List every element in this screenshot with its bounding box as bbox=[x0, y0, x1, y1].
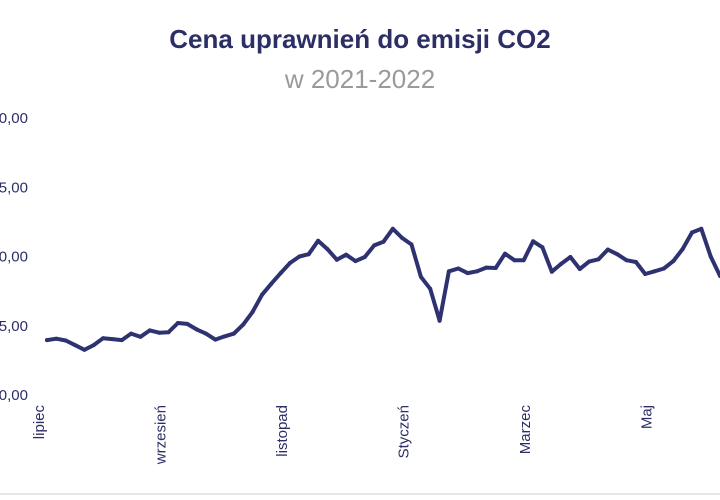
data-point bbox=[175, 321, 180, 325]
data-point bbox=[297, 254, 302, 259]
y-tick-label: 55,00 bbox=[0, 318, 28, 335]
data-point bbox=[446, 269, 451, 274]
data-point bbox=[231, 331, 236, 336]
data-point bbox=[241, 322, 246, 327]
data-point bbox=[213, 337, 218, 342]
y-tick-label: 70,00 bbox=[0, 249, 28, 266]
chart-subtitle: w 2021-2022 bbox=[284, 64, 435, 94]
data-point bbox=[147, 328, 152, 333]
data-point bbox=[456, 266, 461, 271]
data-point bbox=[306, 252, 311, 257]
data-point bbox=[633, 260, 638, 264]
data-point bbox=[465, 271, 470, 276]
data-point bbox=[372, 243, 377, 248]
data-point bbox=[409, 242, 414, 247]
data-point bbox=[493, 266, 498, 270]
data-point bbox=[353, 259, 358, 264]
y-tick-label: 40,00 bbox=[0, 387, 28, 404]
data-point bbox=[437, 318, 442, 323]
data-point bbox=[671, 259, 676, 264]
data-point bbox=[596, 257, 601, 262]
x-axis-ticks: lipiecwrzesieńlistopadStyczeńMarzecMajLi… bbox=[31, 405, 656, 466]
x-tick-label: wrzesień bbox=[153, 405, 170, 465]
data-point bbox=[166, 330, 171, 335]
data-point bbox=[381, 239, 386, 244]
data-point bbox=[119, 338, 124, 343]
data-point bbox=[624, 258, 629, 263]
data-point bbox=[661, 266, 666, 271]
data-point bbox=[400, 236, 405, 240]
data-point bbox=[250, 309, 255, 314]
data-point bbox=[344, 252, 349, 257]
data-point bbox=[531, 239, 536, 244]
data-point bbox=[129, 331, 134, 336]
data-point bbox=[587, 259, 592, 264]
data-point bbox=[316, 238, 321, 243]
data-point bbox=[362, 255, 367, 259]
data-point bbox=[615, 252, 620, 257]
data-point bbox=[418, 274, 423, 279]
data-point bbox=[157, 330, 162, 335]
x-tick-label: Marzec bbox=[517, 405, 534, 455]
data-point bbox=[690, 230, 694, 235]
data-point bbox=[194, 327, 199, 332]
data-point bbox=[101, 336, 106, 341]
x-tick-label: Maj bbox=[639, 405, 656, 429]
data-point bbox=[63, 338, 68, 343]
data-point bbox=[577, 267, 582, 271]
data-point bbox=[260, 292, 264, 297]
x-tick-label: lipiec bbox=[31, 405, 48, 440]
x-tick-label: Styczeń bbox=[396, 405, 413, 458]
chart-title: Cena uprawnień do emisji CO2 bbox=[169, 24, 550, 54]
data-point bbox=[334, 257, 339, 262]
data-point bbox=[203, 331, 208, 336]
data-point bbox=[390, 226, 395, 231]
data-point bbox=[428, 286, 433, 291]
data-point bbox=[475, 269, 479, 274]
y-axis-ticks: 100,00 85,00 70,00 55,00 40,00 bbox=[0, 110, 28, 404]
data-point bbox=[680, 247, 685, 252]
data-point bbox=[605, 247, 610, 252]
data-point bbox=[269, 281, 274, 286]
data-point bbox=[484, 265, 489, 270]
x-tick-label: listopad bbox=[274, 405, 291, 457]
data-point bbox=[512, 258, 517, 263]
data-point bbox=[325, 247, 330, 252]
data-point bbox=[288, 261, 292, 265]
data-point bbox=[708, 254, 713, 259]
data-point bbox=[82, 347, 87, 352]
data-point bbox=[138, 334, 143, 339]
data-point bbox=[503, 251, 507, 256]
y-tick-label: 85,00 bbox=[0, 179, 28, 196]
series-group bbox=[45, 226, 720, 352]
data-point bbox=[185, 321, 190, 326]
series-line bbox=[45, 226, 720, 352]
data-point bbox=[568, 255, 573, 259]
data-point bbox=[222, 334, 227, 339]
data-point bbox=[549, 269, 554, 274]
data-point bbox=[652, 269, 657, 274]
data-point bbox=[73, 343, 77, 348]
data-point bbox=[521, 258, 526, 263]
data-point bbox=[110, 337, 115, 342]
data-point bbox=[540, 245, 545, 250]
data-point bbox=[278, 271, 283, 276]
data-point bbox=[643, 272, 648, 276]
data-point bbox=[45, 338, 49, 343]
data-point bbox=[559, 261, 564, 266]
data-point bbox=[699, 226, 704, 231]
y-tick-label: 100,00 bbox=[0, 110, 28, 127]
data-point bbox=[54, 336, 59, 341]
data-point bbox=[91, 343, 96, 348]
